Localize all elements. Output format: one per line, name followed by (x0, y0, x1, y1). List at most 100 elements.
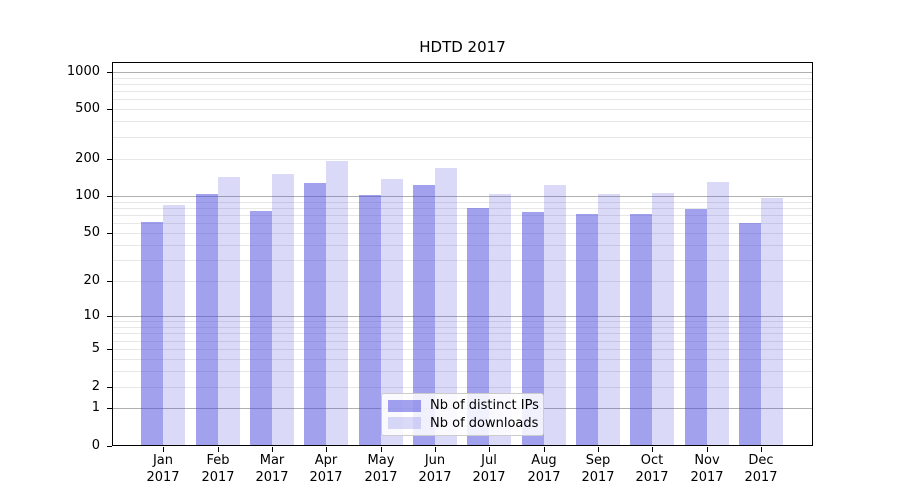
gridline-minor (112, 91, 813, 92)
legend-row-downloads: Nb of downloads (388, 416, 538, 431)
bar-downloads-sep (598, 194, 620, 446)
gridline-minor (112, 137, 813, 138)
y-tick-label: 1000 (66, 64, 100, 79)
x-tick-year: 2017 (690, 470, 724, 485)
x-tick-mark (163, 447, 164, 452)
bar-downloads-may (381, 179, 403, 446)
x-tick-year: 2017 (635, 470, 669, 485)
gridline-minor (112, 321, 813, 322)
x-tick-mark (598, 447, 599, 452)
bar-downloads-oct (652, 193, 674, 446)
x-tick-label: Feb 2017 (183, 452, 253, 486)
y-tick-mark (107, 316, 112, 317)
y-tick-mark (107, 109, 112, 110)
legend-label-distinct-ips: Nb of distinct IPs (430, 398, 539, 414)
gridline-minor (112, 121, 813, 122)
x-tick-mark (326, 447, 327, 452)
y-tick-label: 10 (83, 308, 100, 323)
bar-downloads-nov (707, 182, 729, 446)
x-tick-year: 2017 (364, 470, 398, 485)
y-tick-mark (107, 233, 112, 234)
y-tick-label: 500 (75, 101, 100, 116)
y-tick-label: 0 (91, 438, 100, 453)
bar-distinct-ips-jul (467, 208, 489, 446)
gridline-minor (112, 78, 813, 79)
plot-area (112, 62, 813, 446)
x-tick-label: Nov 2017 (672, 452, 742, 486)
gridline-major (112, 316, 813, 317)
bar-downloads-apr (326, 161, 348, 446)
y-tick-mark (107, 196, 112, 197)
x-tick-label: Jan 2017 (128, 452, 198, 486)
x-tick-label: Aug 2017 (509, 452, 579, 486)
x-tick-year: 2017 (255, 470, 289, 485)
x-tick-label: Dec 2017 (726, 452, 796, 486)
y-tick-label: 50 (83, 225, 100, 240)
x-tick-year: 2017 (418, 470, 452, 485)
x-tick-mark (381, 447, 382, 452)
x-tick-mark (761, 447, 762, 452)
gridline-minor (112, 349, 813, 350)
y-tick-mark (107, 72, 112, 73)
y-tick-label: 200 (75, 151, 100, 166)
y-tick-mark (107, 349, 112, 350)
gridline-minor (112, 260, 813, 261)
x-tick-label: Jul 2017 (454, 452, 524, 486)
bar-distinct-ips-aug (522, 212, 544, 446)
x-tick-mark (544, 447, 545, 452)
y-tick-mark (107, 446, 112, 447)
bar-downloads-dec (761, 198, 783, 446)
gridline-major (112, 72, 813, 73)
legend-row-distinct-ips: Nb of distinct IPs (388, 398, 539, 414)
x-tick-mark (652, 447, 653, 452)
bar-downloads-jan (163, 205, 185, 446)
legend-swatch-distinct-ips (388, 399, 421, 412)
bar-distinct-ips-may (359, 195, 381, 446)
chart-title: HDTD 2017 (419, 38, 506, 56)
bar-downloads-jul (489, 194, 511, 446)
gridline-minor (112, 387, 813, 388)
gridline-minor (112, 109, 813, 110)
y-tick-label: 1 (91, 400, 100, 415)
gridline-minor (112, 281, 813, 282)
y-tick-mark (107, 408, 112, 409)
gridline-minor (112, 223, 813, 224)
gridline-minor (112, 208, 813, 209)
bar-downloads-feb (218, 177, 240, 446)
x-tick-year: 2017 (744, 470, 778, 485)
y-tick-label: 100 (75, 188, 100, 203)
legend-swatch-downloads (388, 417, 421, 430)
x-tick-label: May 2017 (346, 452, 416, 486)
gridline-minor (112, 84, 813, 85)
x-tick-mark (489, 447, 490, 452)
y-tick-mark (107, 387, 112, 388)
bar-distinct-ips-sep (576, 214, 598, 446)
gridline-minor (112, 333, 813, 334)
bar-downloads-jun (435, 168, 457, 446)
gridline-minor (112, 99, 813, 100)
x-tick-year: 2017 (527, 470, 561, 485)
x-tick-label: Mar 2017 (237, 452, 307, 486)
bar-downloads-aug (544, 185, 566, 446)
bar-distinct-ips-dec (739, 223, 761, 446)
gridline-minor (112, 159, 813, 160)
gridline-minor (112, 327, 813, 328)
legend: Nb of distinct IPs Nb of downloads (381, 393, 544, 436)
gridline-minor (112, 245, 813, 246)
x-tick-label: Apr 2017 (291, 452, 361, 486)
bar-downloads-mar (272, 174, 294, 446)
x-tick-year: 2017 (581, 470, 615, 485)
bar-distinct-ips-apr (304, 183, 326, 446)
gridline-minor (112, 359, 813, 360)
y-tick-mark (107, 159, 112, 160)
y-tick-label: 20 (83, 273, 100, 288)
x-tick-year: 2017 (309, 470, 343, 485)
x-tick-label: Oct 2017 (617, 452, 687, 486)
x-tick-year: 2017 (146, 470, 180, 485)
y-tick-label: 5 (91, 341, 100, 356)
y-tick-mark (107, 281, 112, 282)
gridline-minor (112, 371, 813, 372)
bar-distinct-ips-mar (250, 211, 272, 446)
x-tick-mark (435, 447, 436, 452)
